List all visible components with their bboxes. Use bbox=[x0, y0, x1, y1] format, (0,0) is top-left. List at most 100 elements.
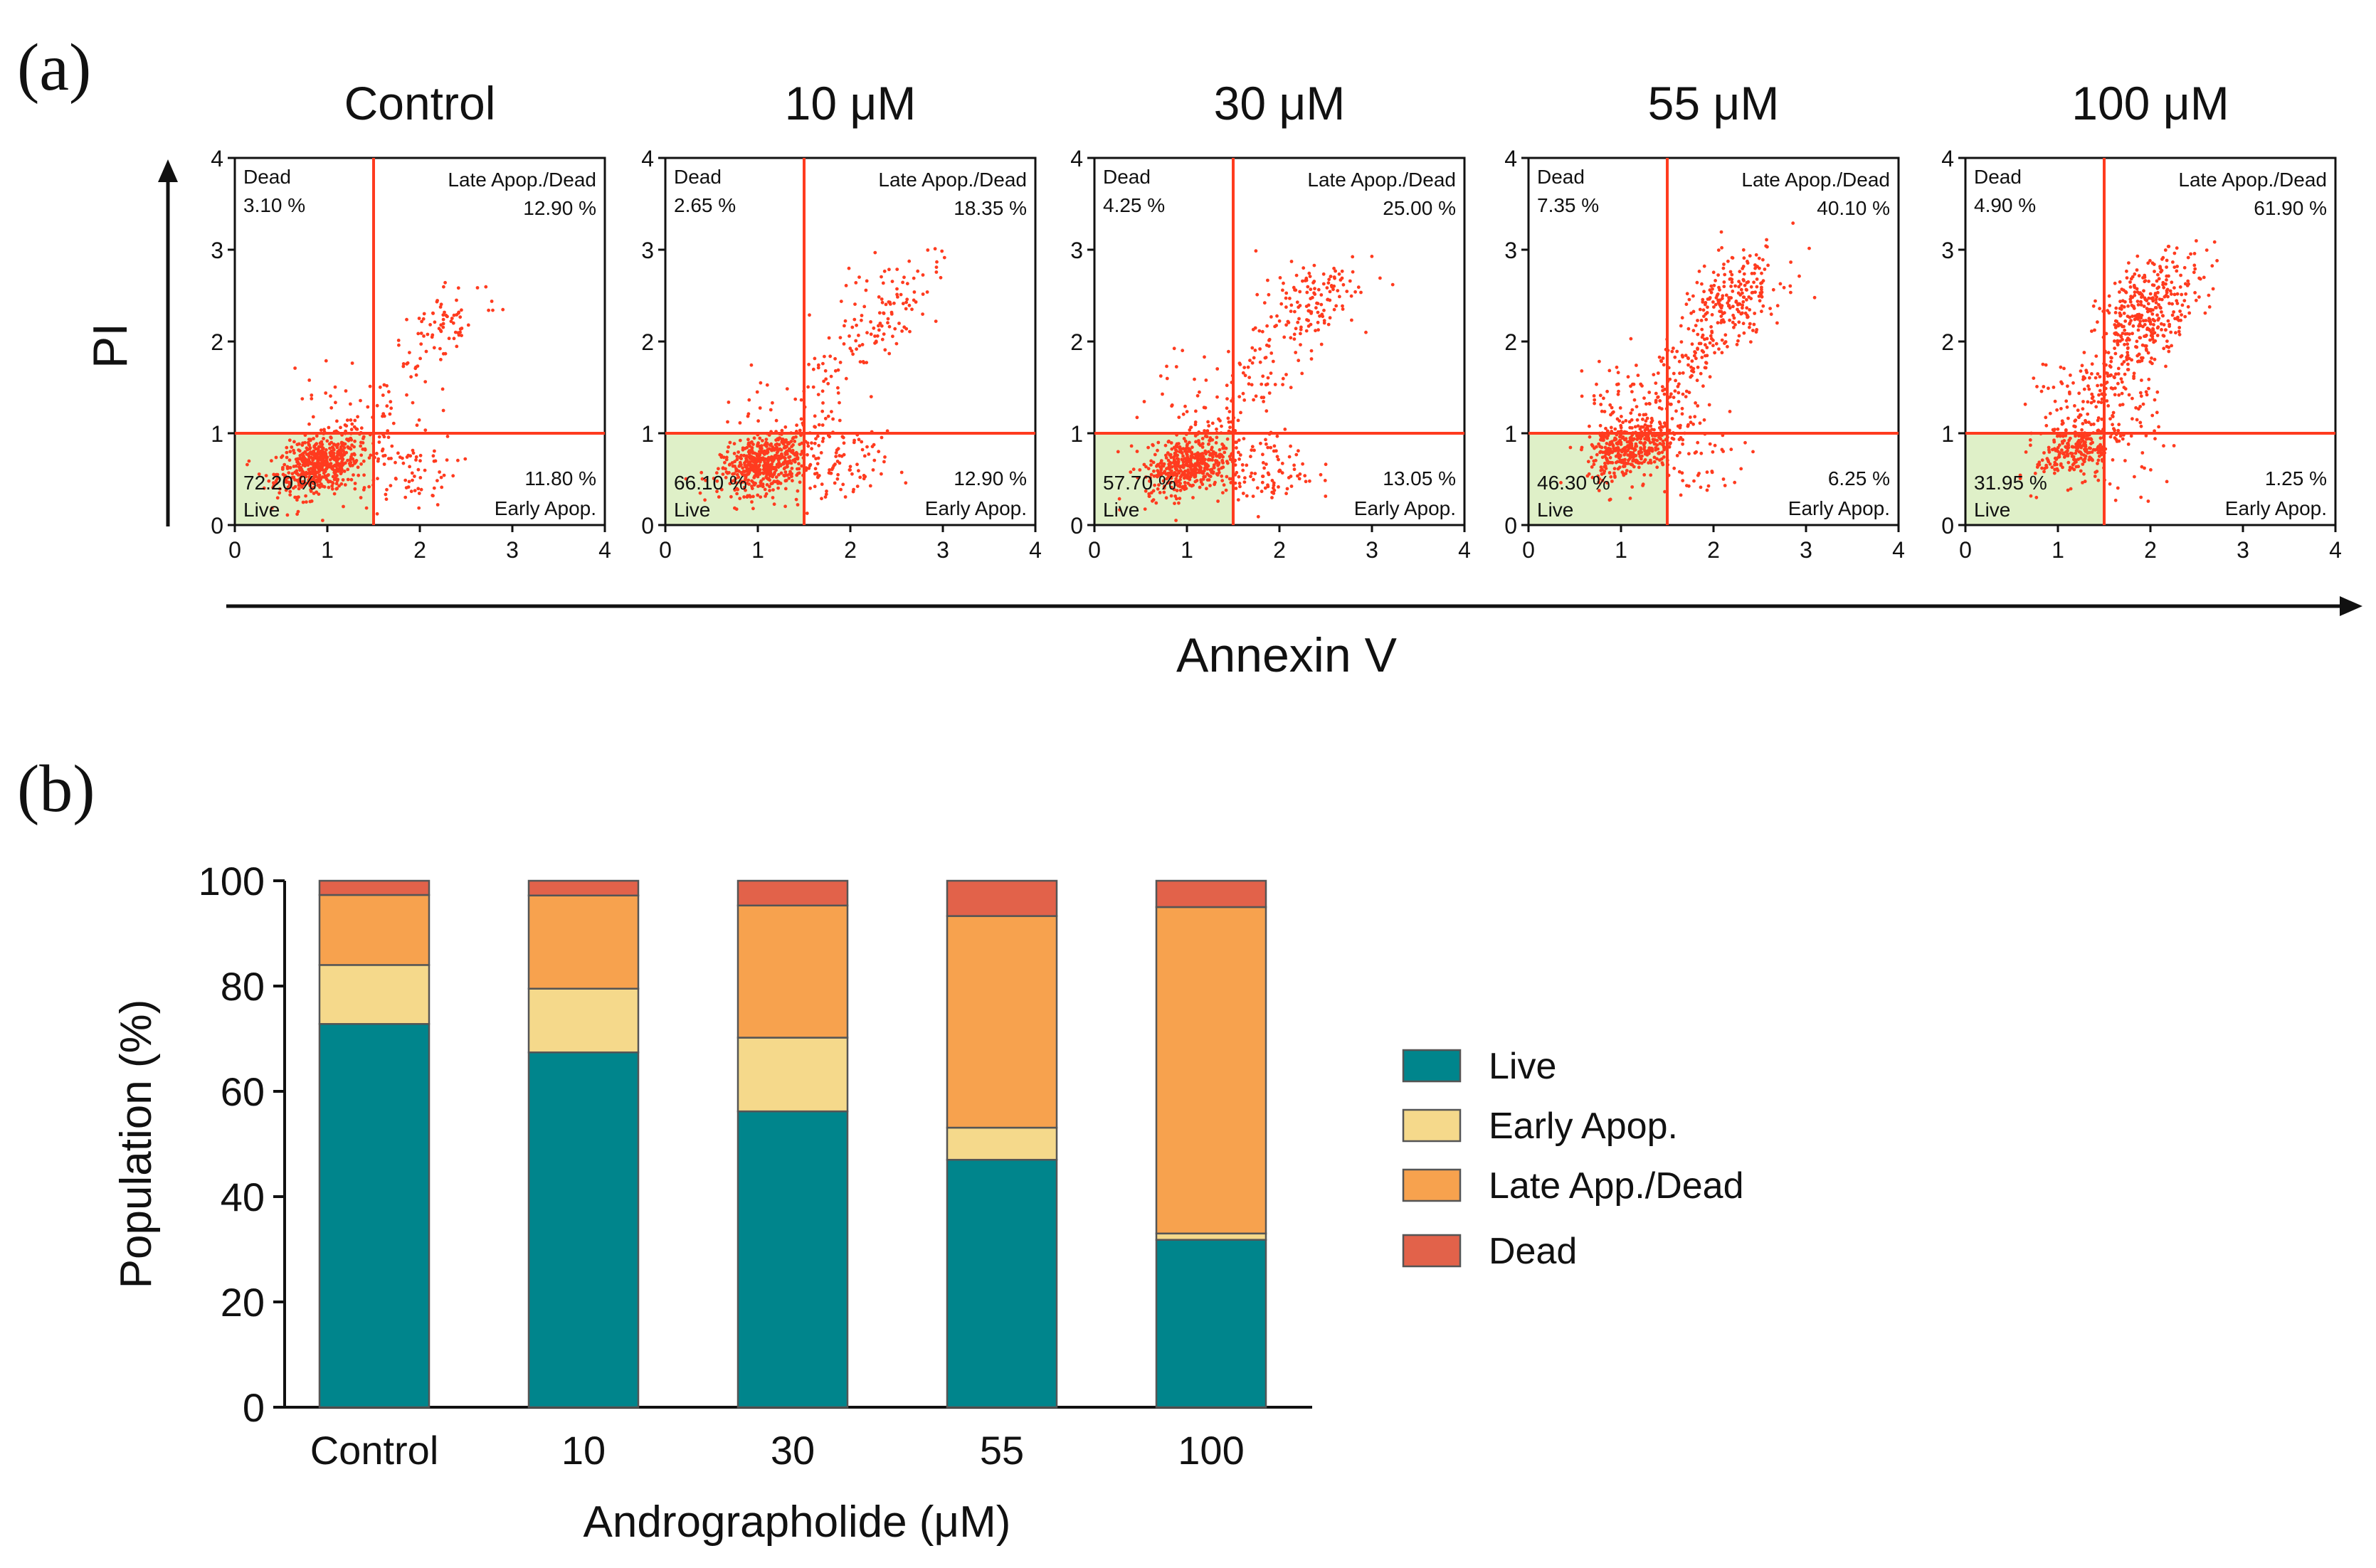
flow-point bbox=[1245, 463, 1249, 467]
flow-point bbox=[2052, 440, 2056, 444]
x-tick-label: 3 bbox=[1800, 537, 1812, 563]
flow-point bbox=[1754, 253, 1758, 257]
flow-point bbox=[1215, 435, 1219, 440]
flow-point bbox=[790, 445, 793, 448]
flow-point bbox=[288, 466, 292, 470]
flow-point bbox=[451, 474, 455, 478]
flow-point bbox=[1298, 472, 1302, 476]
flow-point bbox=[376, 459, 380, 463]
flow-point bbox=[2139, 424, 2143, 428]
flow-point bbox=[292, 448, 295, 452]
flow-point bbox=[1306, 309, 1311, 313]
flow-point bbox=[1654, 398, 1658, 403]
x-tick-label: 4 bbox=[1892, 537, 1905, 563]
flow-point bbox=[723, 460, 727, 465]
flow-point bbox=[1652, 455, 1657, 460]
flow-point bbox=[1255, 486, 1260, 490]
flow-point bbox=[401, 364, 406, 369]
flow-point bbox=[1309, 357, 1314, 361]
flow-point bbox=[1605, 389, 1610, 393]
flow-point bbox=[1267, 339, 1271, 342]
flow-point bbox=[2041, 362, 2045, 366]
flow-point bbox=[719, 487, 724, 492]
flow-point bbox=[1718, 298, 1722, 302]
flow-point bbox=[367, 456, 371, 460]
flow-point bbox=[1680, 471, 1684, 475]
flow-point bbox=[1169, 494, 1173, 498]
flow-point bbox=[416, 467, 421, 472]
flow-point bbox=[501, 307, 505, 312]
flow-point bbox=[867, 452, 871, 456]
flow-point bbox=[1635, 418, 1640, 422]
flow-point bbox=[2090, 329, 2093, 333]
flow-point bbox=[769, 442, 773, 446]
x-tick-label: 3 bbox=[1366, 537, 1378, 563]
flow-point bbox=[303, 473, 307, 477]
flow-point bbox=[353, 487, 357, 491]
live-percent: 72.20 % bbox=[243, 472, 317, 494]
flow-point bbox=[334, 482, 339, 486]
flow-point bbox=[311, 457, 315, 462]
flow-point bbox=[1256, 514, 1260, 519]
flow-point bbox=[2091, 395, 2095, 399]
flow-point bbox=[1658, 422, 1662, 426]
flow-point bbox=[1732, 325, 1736, 329]
flow-point bbox=[2072, 467, 2076, 472]
flow-point bbox=[830, 410, 833, 413]
flow-point bbox=[457, 310, 461, 314]
flow-point bbox=[1690, 342, 1694, 346]
flow-point bbox=[2137, 274, 2141, 277]
flow-point bbox=[1304, 329, 1309, 333]
live-quadrant-label: Live bbox=[1537, 499, 1573, 521]
flow-point bbox=[1766, 263, 1770, 267]
flow-point bbox=[438, 346, 442, 351]
flow-point bbox=[861, 360, 865, 364]
flow-point bbox=[836, 447, 840, 451]
flow-point bbox=[1117, 497, 1121, 501]
flow-point bbox=[761, 477, 766, 481]
flow-point bbox=[1237, 482, 1242, 485]
flow-point bbox=[2098, 436, 2103, 440]
flow-point bbox=[1319, 302, 1324, 307]
flow-point bbox=[821, 361, 825, 366]
flow-point bbox=[1163, 443, 1168, 447]
flow-point bbox=[2056, 445, 2060, 450]
flow-point bbox=[288, 450, 292, 454]
flow-point bbox=[2133, 285, 2136, 289]
flow-point bbox=[1600, 455, 1605, 460]
flow-point bbox=[816, 393, 820, 396]
flow-point bbox=[1173, 502, 1176, 505]
flow-point bbox=[1659, 428, 1663, 433]
flow-point bbox=[820, 482, 824, 487]
flow-point bbox=[1178, 447, 1182, 450]
early-quadrant-label: Early Apop. bbox=[925, 497, 1027, 519]
flow-point bbox=[794, 497, 798, 502]
live-quadrant-label: Live bbox=[243, 499, 280, 521]
y-tick-label: 4 bbox=[641, 146, 654, 171]
flow-point bbox=[881, 281, 885, 285]
flow-point bbox=[1728, 410, 1732, 413]
flow-point bbox=[1598, 445, 1603, 449]
flow-point bbox=[1272, 492, 1276, 495]
flow-point bbox=[262, 486, 266, 490]
flow-point bbox=[2079, 469, 2083, 473]
x-tick-label: 1 bbox=[2052, 537, 2064, 563]
flow-point bbox=[1782, 285, 1786, 290]
flow-point bbox=[771, 488, 775, 492]
flow-point bbox=[1618, 438, 1622, 443]
flow-point bbox=[1669, 392, 1673, 396]
flow-point bbox=[442, 285, 445, 289]
flow-point bbox=[1170, 447, 1174, 451]
flow-point bbox=[2123, 459, 2127, 462]
flow-point bbox=[1771, 287, 1775, 292]
flow-point bbox=[1298, 290, 1302, 294]
flow-point bbox=[361, 459, 366, 463]
flow-point bbox=[2096, 372, 2100, 376]
flow-point bbox=[2180, 313, 2184, 317]
flow-point bbox=[1154, 501, 1158, 505]
flow-point bbox=[1716, 273, 1721, 277]
flow-point bbox=[1696, 404, 1700, 408]
flow-point bbox=[883, 455, 887, 459]
flow-point bbox=[886, 317, 890, 321]
flow-point bbox=[293, 484, 297, 489]
